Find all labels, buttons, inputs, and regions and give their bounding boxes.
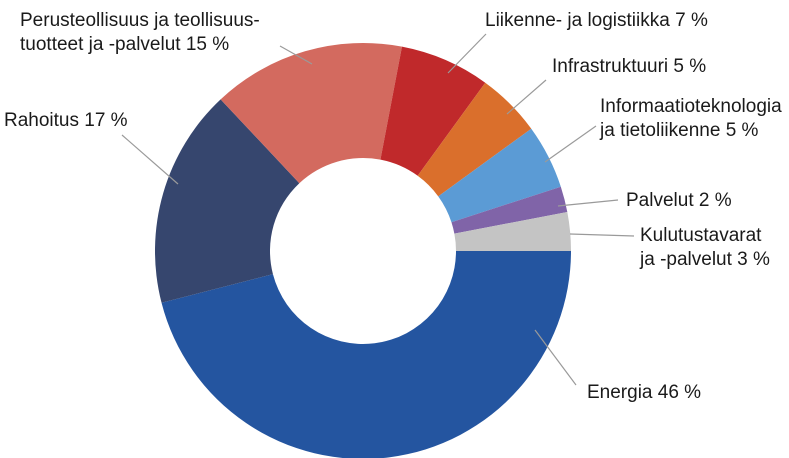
slice-label-7: Kulutustavarat ja -palvelut 3 % [639, 225, 770, 270]
donut-slice-3 [380, 46, 486, 176]
slice-label-3: Liikenne- ja logistiikka 7 % [485, 10, 708, 31]
slice-labels: Energia 46 % Rahoitus 17 % Perusteollisuus… [4, 10, 782, 403]
leader-line-6 [557, 199, 619, 207]
leader-lines [121, 33, 635, 386]
slice-label-line: Informaatioteknologia [600, 96, 782, 117]
slice-label-6: Palvelut 2 % [626, 190, 732, 211]
leader-line-5 [544, 125, 597, 163]
leader-line-0 [534, 329, 577, 386]
donut-slice-6 [451, 186, 568, 234]
leader-line-2 [279, 45, 313, 65]
donut-slice-1 [154, 99, 300, 303]
leader-line-4 [506, 79, 547, 115]
donut-slice-4 [417, 82, 532, 197]
slice-label-line: Kulutustavarat [640, 225, 762, 246]
slice-label-2: Perusteollisuus ja teollisuus-tuotteet j… [20, 10, 260, 55]
slice-label-line: Rahoitus 17 % [4, 110, 128, 131]
slice-label-4: Infrastruktuuri 5 % [552, 56, 706, 77]
donut-slice-5 [438, 128, 561, 223]
slice-label-line: tuotteet ja -palvelut 15 % [20, 34, 229, 55]
donut-slice-0 [161, 251, 571, 458]
slice-label-line: ja -palvelut 3 % [639, 249, 770, 270]
slice-label-line: Perusteollisuus ja teollisuus- [20, 10, 260, 31]
donut-slice-2 [220, 43, 402, 184]
leader-line-7 [569, 233, 635, 237]
leader-line-3 [447, 33, 487, 74]
slice-label-1: Rahoitus 17 % [4, 110, 128, 131]
slice-label-line: ja tietoliikenne 5 % [599, 120, 759, 141]
slice-label-line: Energia 46 % [587, 382, 701, 403]
donut-slice-7 [454, 212, 571, 251]
donut-slices [154, 43, 571, 458]
leader-line-1 [121, 134, 179, 185]
slice-label-line: Liikenne- ja logistiikka 7 % [485, 10, 708, 31]
slice-label-0: Energia 46 % [587, 382, 701, 403]
slice-label-line: Palvelut 2 % [626, 190, 732, 211]
slice-label-line: Infrastruktuuri 5 % [552, 56, 706, 77]
slice-label-5: Informaatioteknologia ja tietoliikenne 5 … [599, 96, 782, 141]
